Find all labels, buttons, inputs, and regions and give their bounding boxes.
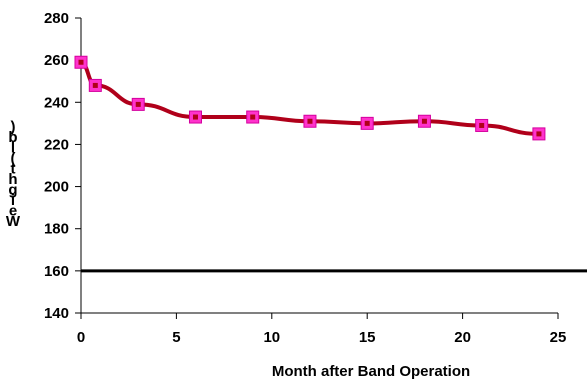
y-tick-label: 160 (44, 263, 69, 280)
data-point-center (250, 114, 256, 120)
x-tick-label: 10 (263, 329, 280, 346)
data-point-center (536, 131, 542, 137)
y-axis-label-char: i (11, 192, 15, 209)
y-axis-label-char: b (8, 129, 17, 146)
data-point-center (421, 118, 427, 124)
y-tick-label: 240 (44, 94, 69, 111)
y-axis-label-char: g (8, 182, 17, 199)
y-axis-label-char: h (8, 171, 17, 188)
y-axis-label-char: e (9, 203, 17, 220)
series-line (80, 60, 539, 136)
x-axis-label: Month after Band Operation (272, 363, 470, 380)
y-axis: 140 160 180 200 220 240 260 280 (44, 10, 82, 322)
y-axis-label-char: W (6, 213, 21, 230)
y-tick-label: 260 (44, 52, 69, 69)
x-tick-label: 0 (77, 329, 85, 346)
y-axis-label-char: t (11, 161, 16, 178)
y-axis-label-char: ( (11, 150, 16, 167)
x-tick-label: 25 (550, 329, 567, 346)
y-tick-label: 220 (44, 136, 69, 153)
y-tick-label: 200 (44, 179, 69, 196)
data-point-center (92, 82, 98, 88)
y-tick-label: 180 (44, 221, 69, 238)
y-axis-label-char: ) (11, 119, 16, 136)
x-tick-label: 20 (454, 329, 471, 346)
data-point-center (364, 120, 370, 126)
x-tick-label: 15 (359, 329, 376, 346)
x-axis: 0 5 10 15 20 25 (77, 312, 567, 346)
data-point-center (192, 114, 198, 120)
data-point-center (479, 122, 485, 128)
data-point-center (78, 59, 84, 65)
y-tick-label: 280 (44, 10, 69, 27)
y-tick-label: 140 (44, 305, 69, 322)
data-point-center (307, 118, 313, 124)
x-tick-label: 5 (172, 329, 180, 346)
series-group (74, 55, 546, 141)
y-axis-label-char: l (11, 140, 15, 157)
data-point-center (135, 101, 141, 107)
